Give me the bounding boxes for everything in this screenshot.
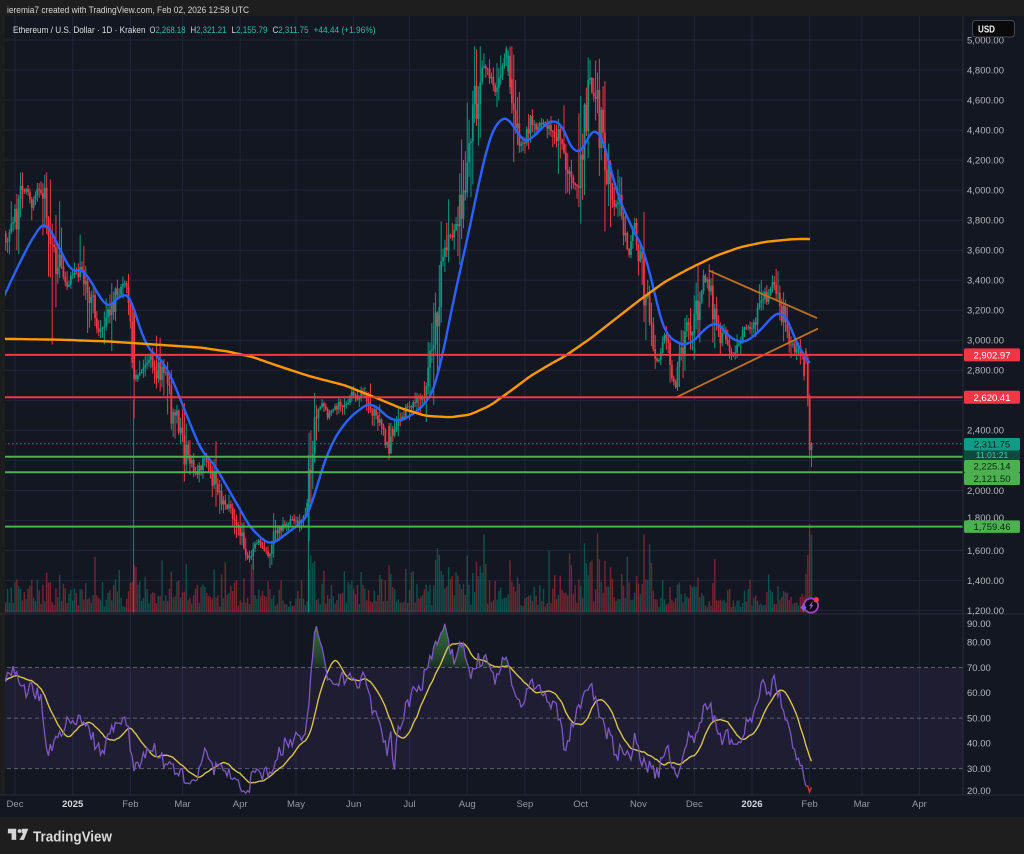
svg-text:60.00: 60.00 xyxy=(967,688,991,699)
svg-text:1,800.00: 1,800.00 xyxy=(967,513,1004,524)
svg-text:H2,321.21: H2,321.21 xyxy=(191,25,227,35)
svg-text:Mar: Mar xyxy=(174,799,190,810)
svg-text:Feb: Feb xyxy=(122,799,138,810)
svg-text:70.00: 70.00 xyxy=(967,663,991,674)
svg-text:TradingView: TradingView xyxy=(33,830,113,846)
svg-text:Nov: Nov xyxy=(630,799,647,810)
svg-text:80.00: 80.00 xyxy=(967,638,991,649)
svg-text:3,200.00: 3,200.00 xyxy=(967,306,1004,317)
svg-text:1,400.00: 1,400.00 xyxy=(967,576,1004,587)
svg-text:O2,268.18: O2,268.18 xyxy=(150,25,186,35)
svg-text:20.00: 20.00 xyxy=(967,786,991,797)
svg-text:C2,311.75: C2,311.75 xyxy=(273,25,309,35)
svg-text:1,759.46: 1,759.46 xyxy=(974,522,1011,533)
svg-text:L2,155.79: L2,155.79 xyxy=(232,25,268,35)
svg-text:Apr: Apr xyxy=(233,799,248,810)
svg-text:40.00: 40.00 xyxy=(967,739,991,750)
svg-text:50.00: 50.00 xyxy=(967,713,991,724)
svg-text:2,121.50: 2,121.50 xyxy=(974,474,1011,485)
svg-text:3,800.00: 3,800.00 xyxy=(967,216,1004,227)
svg-text:Dec: Dec xyxy=(7,799,24,810)
svg-text:3,600.00: 3,600.00 xyxy=(967,246,1004,257)
svg-text:2026: 2026 xyxy=(741,799,762,810)
svg-text:2,800.00: 2,800.00 xyxy=(967,366,1004,377)
svg-text:2,620.41: 2,620.41 xyxy=(974,393,1011,404)
svg-text:4,200.00: 4,200.00 xyxy=(967,155,1004,166)
svg-text:2,000.00: 2,000.00 xyxy=(967,486,1004,497)
svg-text:1,600.00: 1,600.00 xyxy=(967,546,1004,557)
svg-text:Jul: Jul xyxy=(403,799,415,810)
svg-text:3,000.00: 3,000.00 xyxy=(967,336,1004,347)
svg-text:May: May xyxy=(287,799,305,810)
svg-text:+44.44 (+1.96%): +44.44 (+1.96%) xyxy=(314,25,376,35)
svg-text:4,600.00: 4,600.00 xyxy=(967,95,1004,106)
svg-text:11:01:21: 11:01:21 xyxy=(976,450,1009,460)
svg-text:4,800.00: 4,800.00 xyxy=(967,65,1004,76)
svg-text:2,400.00: 2,400.00 xyxy=(967,426,1004,437)
svg-text:Feb: Feb xyxy=(801,799,817,810)
svg-text:Apr: Apr xyxy=(912,799,927,810)
svg-text:1,200.00: 1,200.00 xyxy=(967,606,1004,617)
svg-text:90.00: 90.00 xyxy=(967,619,991,630)
svg-text:ieremia7 created with TradingV: ieremia7 created with TradingView.com, F… xyxy=(7,5,249,15)
svg-text:Jun: Jun xyxy=(346,799,361,810)
svg-text:3,400.00: 3,400.00 xyxy=(967,276,1004,287)
svg-text:Sep: Sep xyxy=(516,799,533,810)
svg-text:2,902.97: 2,902.97 xyxy=(974,350,1011,361)
svg-text:5,000.00: 5,000.00 xyxy=(967,35,1004,46)
svg-text:Ethereum / U.S. Dollar · 1D ·: Ethereum / U.S. Dollar · 1D · Kraken xyxy=(13,25,146,35)
svg-text:Mar: Mar xyxy=(854,799,870,810)
svg-text:4,000.00: 4,000.00 xyxy=(967,185,1004,196)
svg-text:2,225.14: 2,225.14 xyxy=(974,462,1011,473)
svg-text:USD: USD xyxy=(978,23,995,35)
svg-text:Aug: Aug xyxy=(459,799,476,810)
svg-text:4,400.00: 4,400.00 xyxy=(967,125,1004,136)
svg-text:Oct: Oct xyxy=(573,799,588,810)
svg-text:2,311.75: 2,311.75 xyxy=(974,440,1010,451)
svg-text:2025: 2025 xyxy=(62,799,84,810)
svg-text:30.00: 30.00 xyxy=(967,764,991,775)
svg-text:Dec: Dec xyxy=(686,799,703,810)
